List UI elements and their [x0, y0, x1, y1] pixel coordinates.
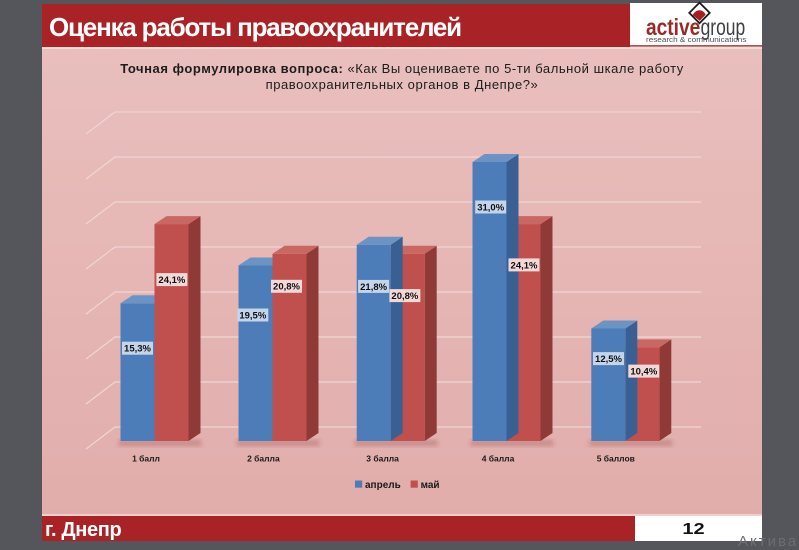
svg-text:31,0%: 31,0%: [477, 202, 504, 213]
svg-text:24,1%: 24,1%: [511, 260, 538, 271]
svg-text:group: group: [701, 14, 746, 40]
svg-text:12,5%: 12,5%: [595, 354, 622, 365]
svg-text:апрель: апрель: [365, 480, 401, 491]
svg-text:24,1%: 24,1%: [158, 275, 185, 286]
svg-text:10,4%: 10,4%: [630, 367, 657, 378]
svg-text:3 балла: 3 балла: [366, 454, 399, 464]
svg-text:15,3%: 15,3%: [124, 344, 151, 355]
svg-text:21,8%: 21,8%: [360, 282, 387, 293]
svg-text:2 балла: 2 балла: [247, 454, 280, 464]
svg-text:май: май: [421, 480, 440, 491]
svg-text:active: active: [646, 14, 700, 40]
svg-text:5 баллов: 5 баллов: [597, 454, 635, 464]
svg-text:20,8%: 20,8%: [391, 291, 418, 302]
svg-text:19,5%: 19,5%: [239, 310, 266, 321]
svg-text:4 балла: 4 балла: [482, 454, 515, 464]
svg-text:research & communications: research & communications: [646, 37, 747, 44]
svg-text:20,8%: 20,8%: [273, 282, 300, 293]
svg-text:1 балл: 1 балл: [132, 454, 160, 464]
